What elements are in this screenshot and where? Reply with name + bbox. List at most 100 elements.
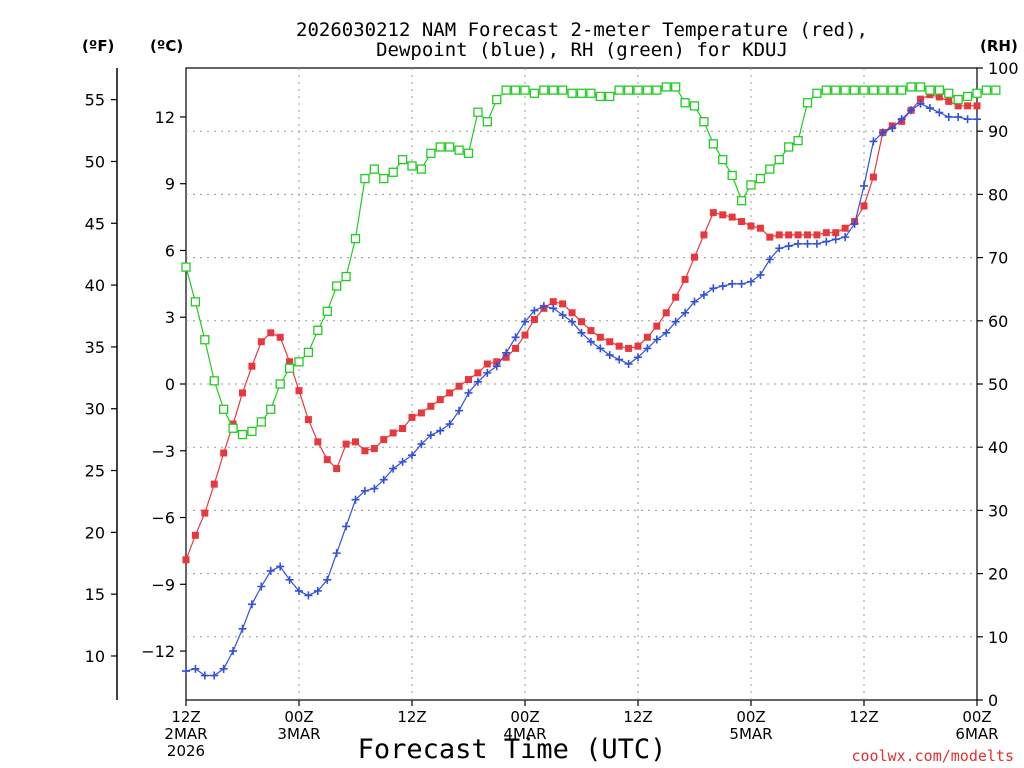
data-point-marker (256, 417, 266, 427)
data-point-marker (303, 347, 314, 358)
celsius-tick-label: −3 (151, 442, 175, 461)
data-point-marker (501, 85, 511, 95)
x-axis-label: Forecast Time (UTC) (358, 734, 667, 765)
data-point-marker (257, 582, 266, 591)
data-point-marker (304, 416, 312, 424)
data-point-marker (266, 566, 275, 575)
data-point-marker (643, 333, 651, 341)
data-point-marker (945, 97, 953, 105)
data-point-marker (576, 88, 587, 98)
data-point-marker (643, 344, 652, 353)
data-point-marker (416, 164, 427, 174)
data-point-marker (699, 117, 709, 127)
data-point-marker (878, 128, 887, 137)
data-point-marker (399, 425, 407, 433)
data-point-marker (700, 231, 708, 239)
data-point-marker (483, 360, 491, 368)
data-point-marker (313, 586, 322, 595)
fahrenheit-tick-label: 20 (85, 523, 105, 542)
data-point-marker (832, 229, 840, 237)
x-tick-label: 12Z (397, 708, 426, 726)
data-point-marker (209, 376, 219, 386)
data-point-marker (568, 317, 577, 326)
data-point-marker (785, 231, 793, 239)
data-point-marker (548, 85, 558, 95)
data-point-marker (408, 451, 416, 460)
fahrenheit-tick-label: 50 (85, 152, 105, 171)
data-point-marker (369, 164, 379, 174)
data-point-marker (727, 170, 737, 181)
data-point-marker (803, 239, 812, 248)
data-point-marker (672, 293, 680, 301)
data-point-marker (474, 369, 482, 377)
data-point-marker (661, 82, 671, 92)
data-point-marker (718, 282, 727, 291)
data-point-marker (878, 85, 888, 95)
data-point-marker (379, 475, 388, 484)
x-tick-label: 00Z (962, 708, 991, 726)
x-tick-label: 00Z (736, 708, 765, 726)
data-point-marker (596, 333, 604, 341)
data-point-marker (699, 290, 708, 299)
data-point-marker (850, 219, 859, 228)
data-point-marker (822, 237, 831, 246)
data-point-marker (426, 148, 436, 158)
data-point-marker (869, 137, 878, 146)
data-point-marker (558, 85, 568, 95)
celsius-tick-label: 9 (165, 175, 175, 194)
data-point-marker (625, 344, 633, 352)
rh-tick-label: 70 (988, 249, 1008, 268)
data-point-marker (521, 331, 529, 339)
data-point-marker (916, 99, 925, 108)
data-point-marker (953, 94, 963, 105)
data-point-marker (915, 82, 926, 92)
data-point-marker (606, 338, 614, 346)
celsius-tick-label: 0 (165, 375, 175, 394)
data-point-marker (492, 362, 501, 371)
data-point-marker (463, 148, 474, 158)
data-point-marker (445, 420, 454, 429)
data-point-marker (736, 196, 747, 206)
data-point-marker (323, 575, 332, 584)
data-point-marker (841, 224, 849, 232)
data-point-marker (623, 85, 634, 95)
data-point-marker (689, 101, 700, 111)
data-point-marker (652, 335, 661, 344)
data-point-marker (408, 413, 416, 421)
data-point-marker (860, 181, 868, 190)
data-point-marker (483, 368, 492, 377)
celsius-tick-label: 6 (165, 241, 175, 260)
data-point-marker (446, 389, 454, 397)
x-tick-label: 6MAR (955, 725, 998, 743)
data-point-marker (342, 522, 351, 531)
data-point-marker (210, 671, 219, 680)
celsius-tick-label: −9 (151, 575, 175, 594)
data-point-marker (794, 231, 802, 239)
data-point-marker (248, 362, 256, 370)
data-point-marker (275, 379, 285, 389)
celsius-tick-label: −6 (151, 509, 175, 528)
data-point-marker (567, 88, 577, 98)
data-point-marker (719, 211, 727, 219)
x-tick-label: 12Z (171, 708, 200, 726)
data-point-marker (775, 244, 784, 253)
fahrenheit-tick-label: 55 (85, 91, 105, 110)
data-point-marker (860, 202, 868, 210)
data-point-marker (681, 308, 690, 317)
celsius-unit-label: (ºC) (150, 37, 183, 55)
data-point-marker (389, 429, 397, 437)
data-point-marker (502, 353, 510, 361)
data-point-marker (304, 591, 313, 600)
data-point-marker (267, 329, 275, 337)
data-point-marker (615, 355, 624, 364)
celsius-tick-label: 12 (155, 108, 175, 127)
data-point-marker (285, 575, 294, 584)
data-point-marker (351, 495, 360, 504)
data-point-marker (492, 94, 502, 105)
chart-title-line2: Dewpoint (blue), RH (green) for KDUJ (376, 39, 788, 61)
data-point-marker (652, 85, 662, 95)
rh-tick-label: 40 (988, 438, 1008, 457)
data-point-marker (691, 253, 698, 261)
celsius-tick-label: 3 (165, 308, 175, 327)
data-point-marker (333, 465, 341, 473)
